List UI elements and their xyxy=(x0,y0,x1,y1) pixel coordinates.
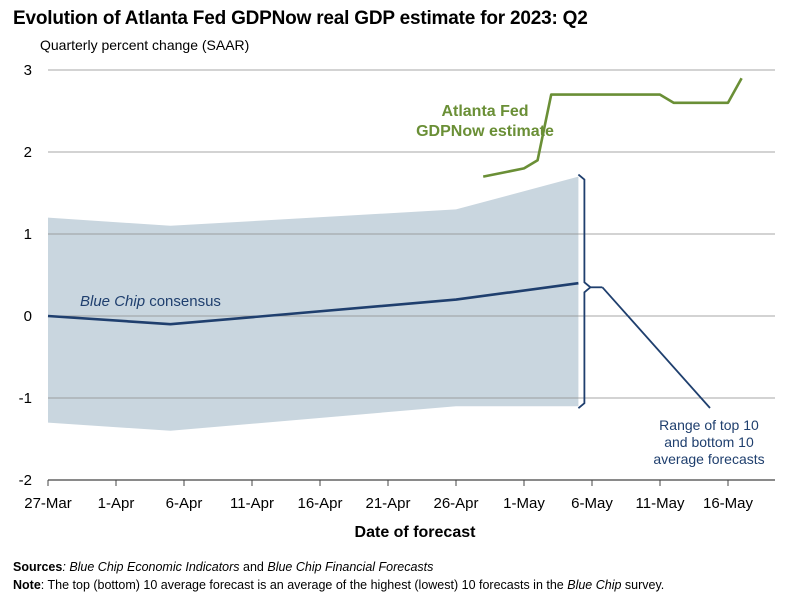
x-tick-label: 27-Mar xyxy=(24,495,72,512)
note-label: Note xyxy=(13,578,41,592)
note-line: Note: The top (bottom) 10 average foreca… xyxy=(13,578,664,592)
y-tick-label: -1 xyxy=(19,390,32,407)
x-tick-label: 11-Apr xyxy=(230,495,274,512)
y-tick-label: -2 xyxy=(19,472,32,489)
gdpnow-label: GDPNow estimate xyxy=(416,123,554,140)
sources-label: Sources xyxy=(13,560,63,574)
x-tick-label: 1-May xyxy=(503,495,545,512)
chart-subtitle: Quarterly percent change (SAAR) xyxy=(40,37,250,53)
range-label: Range of top 10 xyxy=(659,417,759,433)
sources-text-2: and xyxy=(239,560,268,574)
consensus-label-rest: consensus xyxy=(145,293,221,310)
range-bracket xyxy=(577,173,592,409)
range-band xyxy=(48,176,579,431)
range-label: and bottom 10 xyxy=(664,434,754,450)
gdpnow-line xyxy=(482,77,743,178)
x-tick-label: 6-Apr xyxy=(166,495,203,512)
x-tick-label: 16-May xyxy=(703,495,754,512)
y-tick-label: 0 xyxy=(24,308,32,325)
x-tick-label: 1-Apr xyxy=(98,495,135,512)
note-text-1: : The top (bottom) 10 average forecast i… xyxy=(40,578,568,592)
consensus-line xyxy=(47,281,579,326)
chart-title: Evolution of Atlanta Fed GDPNow real GDP… xyxy=(13,8,588,29)
sources-line: Sources: Blue Chip Economic Indicators a… xyxy=(13,560,434,574)
x-tick-label: 21-Apr xyxy=(365,495,410,512)
x-tick-label: 11-May xyxy=(636,495,685,512)
sources-text-3: Blue Chip Financial Forecasts xyxy=(267,560,434,574)
x-axis-label: Date of forecast xyxy=(355,524,477,541)
y-tick-label: 2 xyxy=(24,144,32,161)
y-tick-label: 3 xyxy=(24,62,32,79)
range-label: average forecasts xyxy=(653,451,764,467)
x-tick-label: 16-Apr xyxy=(297,495,342,512)
y-tick-label: 1 xyxy=(24,226,32,243)
x-tick-label: 26-Apr xyxy=(433,495,478,512)
note-text-2: Blue Chip xyxy=(567,578,622,592)
consensus-label: Blue Chip consensus xyxy=(80,293,221,310)
sources-text-1: Blue Chip Economic Indicators xyxy=(69,560,240,574)
consensus-label-italic: Blue Chip xyxy=(80,293,145,310)
range-leader-line xyxy=(601,286,711,409)
note-text-3: survey. xyxy=(621,578,665,592)
gdpnow-label: Atlanta Fed xyxy=(441,103,528,120)
x-tick-label: 6-May xyxy=(571,495,613,512)
